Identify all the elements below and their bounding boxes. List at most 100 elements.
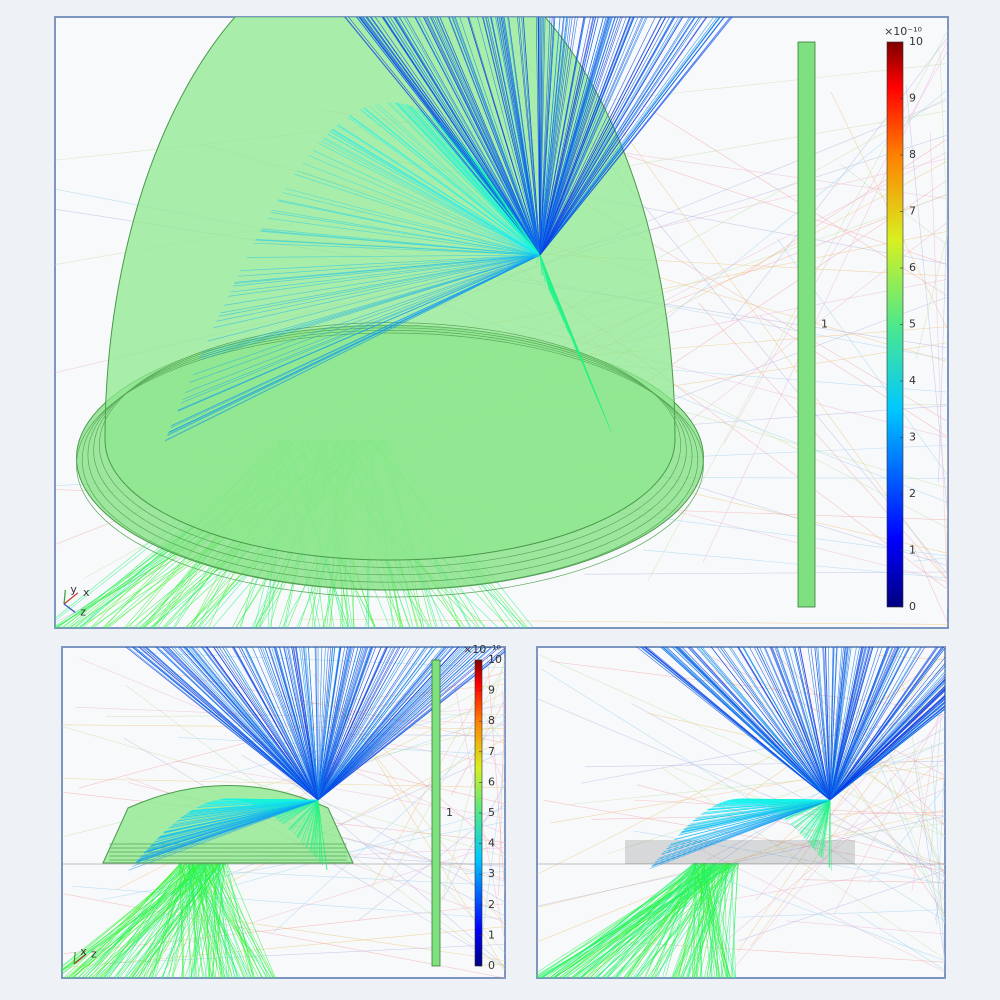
upper-ray [539,17,616,256]
stray-ray [946,433,948,574]
lower-ray [119,862,206,978]
upper-ray [829,647,857,801]
stray-ray [699,848,945,973]
inner-ray [267,217,541,256]
upper-ray [539,17,680,256]
upper-ray [403,17,541,256]
upper-ray [539,17,644,256]
lower-ray [62,862,202,970]
upper-ray [317,647,392,801]
upper-ray [678,647,831,801]
stray-ray [504,708,505,711]
upper-ray [539,17,700,256]
inner-ray [227,254,541,297]
upper-ray [539,17,656,256]
upper-ray [722,647,831,801]
upper-ray [716,647,831,801]
lower-ray [84,862,186,978]
lower-ray [637,862,731,978]
lower-ray [692,862,705,978]
upper-ray [317,647,382,801]
inner-ray [282,192,541,256]
upper-ray [829,647,862,801]
upper-ray [317,647,341,801]
lower-ray [140,862,193,978]
stray-ray [947,447,948,450]
lower-ray [584,862,737,978]
upper-ray [425,17,541,256]
colorbar-tick-label: 1 [488,928,495,941]
inner-ray [312,149,541,256]
upper-ray [436,17,541,256]
inner-ray [439,122,541,256]
upper-ray [539,17,732,256]
upper-ray [539,17,703,256]
lower-ray [69,862,182,978]
lower-ray [573,862,722,978]
upper-ray [763,647,831,801]
upper-ray [697,647,831,801]
upper-ray [453,17,541,256]
upper-ray [195,647,319,801]
stray-ray [464,871,505,874]
lower-ray [192,862,197,978]
inner-ray [368,105,541,256]
inner-ray [246,254,541,258]
inner-ray [302,799,319,844]
upper-ray [539,17,691,256]
dome-ring [76,332,704,598]
stray-ray [661,767,945,960]
upper-ray [539,17,578,256]
upper-ray [539,17,725,256]
stray-ray [830,787,945,883]
axis-label: z [91,947,97,960]
inner-ray [156,799,319,841]
upper-ray [317,647,484,801]
axis-arrow [73,953,87,965]
stray-ray [550,754,945,824]
upper-ray [829,647,851,801]
lower-ray [196,862,246,978]
upper-ray [503,17,541,256]
upper-ray [681,647,831,801]
upper-ray [829,647,906,801]
upper-ray [829,647,860,801]
upper-ray [671,647,831,801]
inner-ray [288,799,319,830]
upper-ray [687,647,831,801]
stray-ray [802,788,945,849]
stray-ray [765,682,945,902]
inner-ray [803,799,831,839]
upper-ray [793,647,831,801]
lower-ray [194,862,208,978]
inner-ray [240,254,541,272]
upper-ray [317,647,434,801]
overlays: 1×10⁻¹⁰0123456789101×10⁻¹⁰012345678910xy… [63,25,923,972]
lower-ray [678,862,701,978]
upper-ray [317,647,323,801]
upper-ray [317,647,389,801]
inner-ray [680,799,831,833]
upper-ray [539,17,553,256]
upper-ray [539,17,568,256]
lower-ray [595,862,715,978]
upper-ray [829,673,945,801]
upper-ray [439,17,541,256]
colorbar-tick-label: 9 [909,92,916,105]
inner-ray [407,104,541,256]
lower-ray [208,862,222,978]
upper-ray [268,647,319,801]
inner-ray [302,162,541,256]
upper-ray [829,647,945,801]
inner-ray [535,254,541,264]
inner-ray [707,799,831,811]
inner-ray [313,799,319,856]
inner-ray [794,799,831,829]
lower-ray [62,862,214,972]
view-bottom-right [537,647,945,978]
lower-ray [697,862,731,978]
upper-ray [539,17,591,256]
lower-ray [688,862,700,978]
stray-ray [913,557,948,562]
upper-ray [539,17,551,256]
